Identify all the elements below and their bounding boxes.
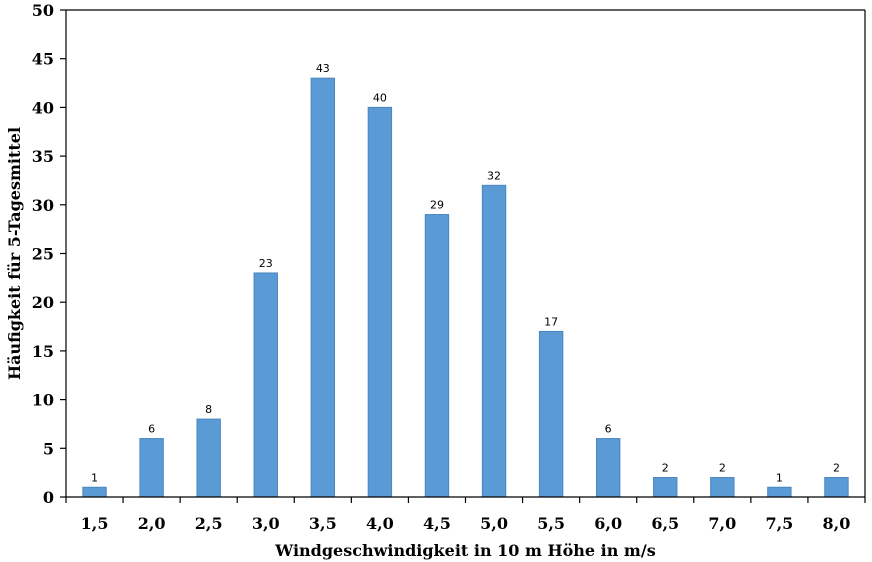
bar-2-0 — [139, 438, 164, 498]
x-tick-label: 7,0 — [708, 514, 736, 533]
x-tick-label: 4,5 — [423, 514, 451, 533]
data-label: 32 — [487, 169, 501, 182]
y-ticks-group: 0 5 10 15 20 25 30 35 40 45 50 — [32, 1, 66, 507]
data-label: 29 — [430, 199, 444, 212]
data-label: 1 — [91, 471, 98, 484]
x-tick-label: 6,0 — [594, 514, 622, 533]
x-tick-label: 6,5 — [651, 514, 679, 533]
x-tick-label: 7,5 — [765, 514, 793, 533]
y-tick-label: 20 — [32, 293, 54, 312]
x-tick-label: 5,0 — [480, 514, 508, 533]
y-tick-label: 0 — [43, 488, 54, 507]
y-tick-label: 50 — [32, 1, 54, 20]
data-label: 23 — [259, 257, 273, 270]
bar-4-0 — [367, 106, 393, 498]
bar-5-0 — [481, 184, 507, 498]
data-label: 2 — [719, 462, 726, 475]
y-tick-label: 30 — [32, 196, 54, 215]
x-tick-label: 3,0 — [252, 514, 280, 533]
data-label: 43 — [316, 62, 330, 75]
x-tick-label: 2,0 — [138, 514, 166, 533]
y-tick-label: 15 — [32, 342, 54, 361]
data-label: 17 — [544, 315, 558, 328]
x-tick-label: 4,0 — [366, 514, 394, 533]
data-label: 6 — [148, 423, 155, 436]
data-label: 40 — [373, 91, 387, 104]
bar-3-5 — [310, 77, 336, 498]
bar-6-5 — [653, 477, 678, 498]
x-tick-label: 5,5 — [537, 514, 565, 533]
bar-3-0 — [253, 272, 278, 498]
bar-7-5 — [767, 486, 792, 498]
y-tick-label: 45 — [32, 50, 54, 69]
y-tick-label: 25 — [32, 245, 54, 264]
x-tick-label: 2,5 — [195, 514, 223, 533]
x-axis-title: Windgeschwindigkeit in 10 m Höhe in m/s — [274, 541, 655, 560]
y-axis-title: Häufigkeit für 5-Tagesmittel — [5, 127, 24, 380]
y-tick-label: 40 — [32, 98, 54, 117]
data-label: 8 — [205, 403, 212, 416]
data-label: 1 — [776, 471, 783, 484]
y-tick-label: 5 — [43, 439, 54, 458]
bar-4-5 — [424, 214, 450, 498]
x-ticks-group: 1,5 2,0 2,5 3,0 3,5 4,0 4,5 5,0 5,5 6,0 6,5 7,0 7,5 8… — [65, 497, 866, 533]
bar-7-0 — [710, 477, 735, 498]
bar-6-0 — [595, 438, 621, 498]
bar-1-5 — [82, 486, 107, 498]
x-tick-label: 3,5 — [309, 514, 337, 533]
bar-5-5 — [538, 330, 564, 498]
y-tick-label: 10 — [32, 391, 54, 410]
x-tick-label: 8,0 — [823, 514, 851, 533]
data-labels-group: 1 6 8 23 43 40 29 32 17 6 2 2 1 2 — [91, 62, 840, 484]
data-label: 2 — [833, 462, 840, 475]
data-label: 6 — [605, 423, 612, 436]
x-tick-label: 1,5 — [81, 514, 109, 533]
bar-8-0 — [824, 477, 849, 498]
bars-group — [82, 77, 849, 498]
data-label: 2 — [662, 462, 669, 475]
bar-2-5 — [196, 418, 221, 498]
y-tick-label: 35 — [32, 147, 54, 166]
